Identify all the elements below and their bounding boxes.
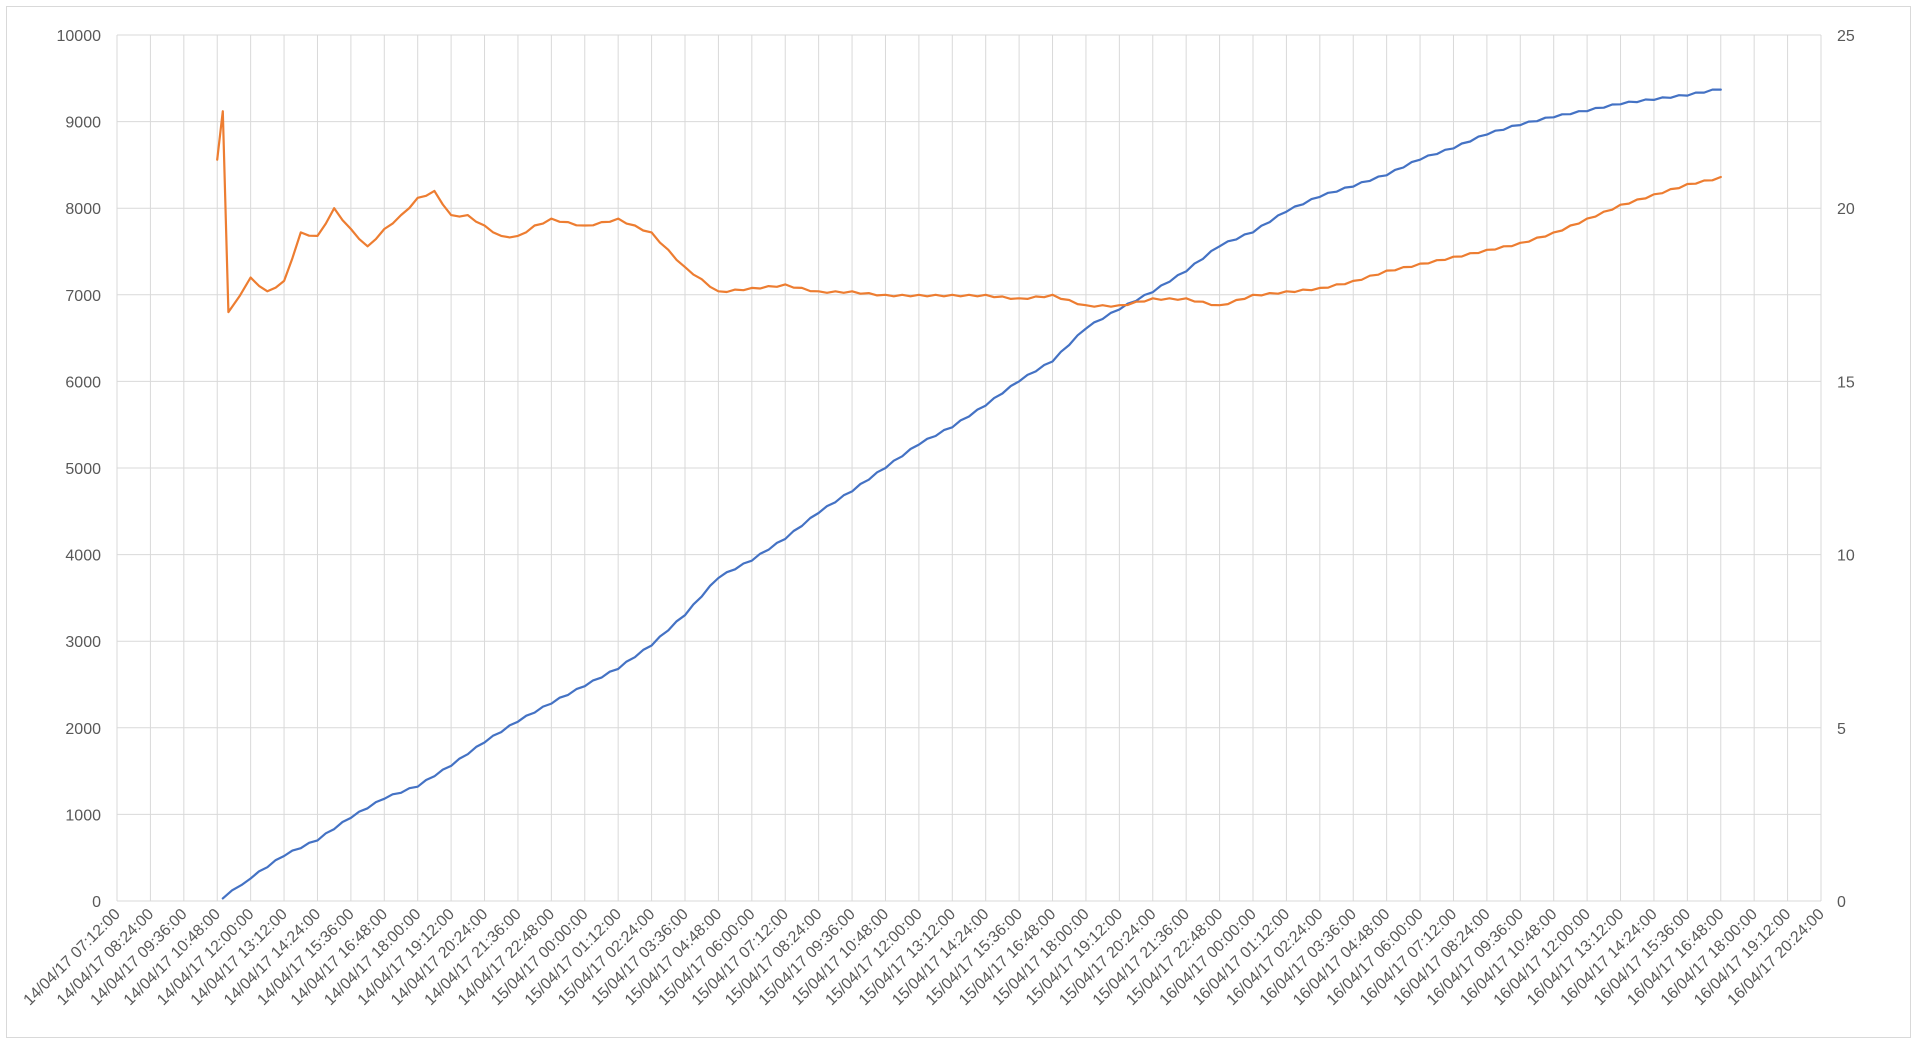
y-tick-label: 2000	[65, 721, 101, 738]
y-axis-right-labels: 0 5 10 15 20 25	[1837, 28, 1855, 911]
y2-tick-label: 15	[1837, 374, 1855, 391]
y-tick-label: 7000	[65, 288, 101, 305]
y2-tick-label: 0	[1837, 894, 1846, 911]
series-2	[216, 110, 1722, 314]
y-tick-label: 9000	[65, 115, 101, 132]
y2-tick-label: 5	[1837, 721, 1846, 738]
chart-area: 0 1000 2000 3000 4000 5000 6000 7000 8000 9000 100…	[6, 6, 1911, 1038]
y2-tick-label: 10	[1837, 548, 1855, 565]
y-tick-label: 0	[92, 894, 101, 911]
line-chart: 0100020003000400050006000700080009000100…	[21, 28, 1855, 1009]
y-tick-label: 8000	[65, 201, 101, 218]
y2-tick-label: 25	[1837, 28, 1855, 45]
y-tick-label: 5000	[65, 461, 101, 478]
series-line	[216, 110, 1722, 314]
y-tick-label: 3000	[65, 634, 101, 651]
y2-tick-label: 20	[1837, 201, 1855, 218]
series-1	[221, 88, 1722, 900]
y-axis-left-labels: 0 1000 2000 3000 4000 5000 6000 7000 8000 9000 100…	[57, 28, 102, 911]
series-line	[221, 88, 1722, 900]
y-tick-label: 6000	[65, 374, 101, 391]
y-tick-label: 10000	[57, 28, 102, 45]
y-tick-label: 1000	[65, 807, 101, 824]
horizontal-gridlines	[117, 34, 1821, 902]
y-tick-label: 4000	[65, 548, 101, 565]
